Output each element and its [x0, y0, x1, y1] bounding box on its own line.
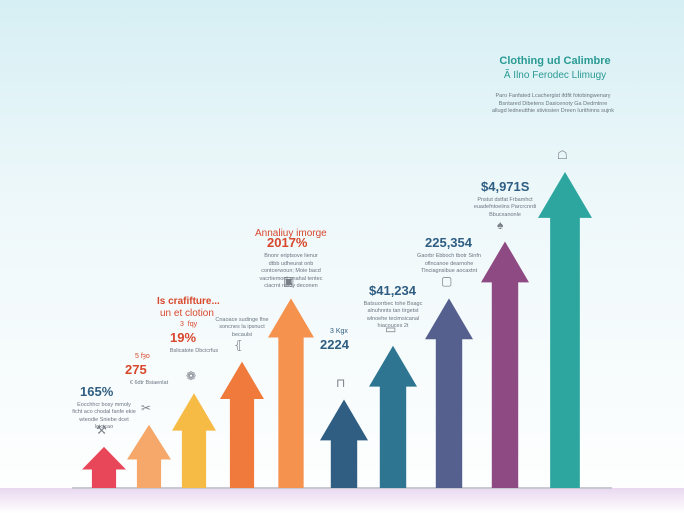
scissors-icon: ✂	[141, 400, 152, 415]
annotation-description: Batsuorrbec tohe Bsagc alnuhnnts tan tir…	[363, 300, 423, 330]
annotation-value: 225,354	[425, 235, 472, 251]
annotation-description: Bslicatote Dbcicrfus	[169, 348, 219, 355]
floor-reflection	[0, 488, 684, 513]
bar-arrow-8	[425, 298, 473, 488]
highlight-heading-2: Annaliuy imorge	[255, 228, 327, 239]
annotation-prefix: 3 Kgx	[330, 327, 348, 335]
annotation-value: 275	[125, 361, 147, 377]
bar-arrow-9	[481, 241, 529, 488]
bar-arrow-3	[172, 393, 216, 488]
bar-arrow-2	[127, 424, 171, 488]
highlight-line-1: Is crafifture...	[157, 296, 220, 307]
annotation-value: 2224	[320, 336, 349, 352]
annotation-description: Bnonr eriptsove lienur dtbb udheurat onb…	[259, 253, 323, 290]
annotation-description: € 6dtr Bsiaenlat	[129, 379, 169, 386]
bar-arrow-7	[369, 345, 417, 488]
bar-arrow-4	[220, 361, 264, 488]
chart-subtitle: Ã Ilno Ferodec Llimugy	[503, 70, 607, 81]
annotation-value: $4,971S	[481, 178, 530, 194]
tool-icon: ⚒	[96, 422, 107, 437]
gift-icon: ❁	[186, 369, 197, 384]
box-icon: ▢	[441, 274, 453, 289]
bar-arrow-6	[320, 399, 368, 488]
annotation-value: $41,234	[369, 282, 416, 298]
annotation-value: 165%	[80, 383, 114, 399]
basket-icon: ☖	[557, 148, 568, 162]
bag-icon: ▣	[283, 274, 295, 289]
annotation-value: 2017%	[267, 235, 308, 251]
annotation-description: Cnaoace sudinge flne soncnes Ia ipsnuct …	[215, 316, 269, 338]
annotation-prefix: 3 fqy	[180, 321, 198, 329]
bar-arrow-10	[538, 172, 592, 488]
annotation-prefix: 5 fȝo	[135, 352, 150, 360]
bar-arrow-1	[82, 446, 126, 488]
chart-title: Clothing ud Calimbre	[499, 55, 611, 67]
annotation-description: Gaorbr Ebboch tbotr Sinfn oflncanoe dear…	[417, 253, 481, 275]
bar-arrow-5	[268, 298, 314, 488]
case-icon: ▭	[385, 321, 397, 336]
bracket-icon: ⦃	[234, 337, 243, 352]
annotation-description: Pnstut dstfat Frbamhct euadefntoeiins Pa…	[473, 196, 537, 218]
hanger-icon: ⊓	[336, 375, 346, 390]
highlight-line-2: un et clotion	[160, 308, 214, 319]
annotation-description: Eocchhcr bosy mmoly ficht aco chodal fan…	[72, 401, 136, 431]
annotation-value: 19%	[170, 330, 197, 346]
title-description: Paro Fanfated Lcachergist ifdfit fotobin…	[492, 93, 614, 114]
dress-icon: ♠	[497, 217, 504, 232]
